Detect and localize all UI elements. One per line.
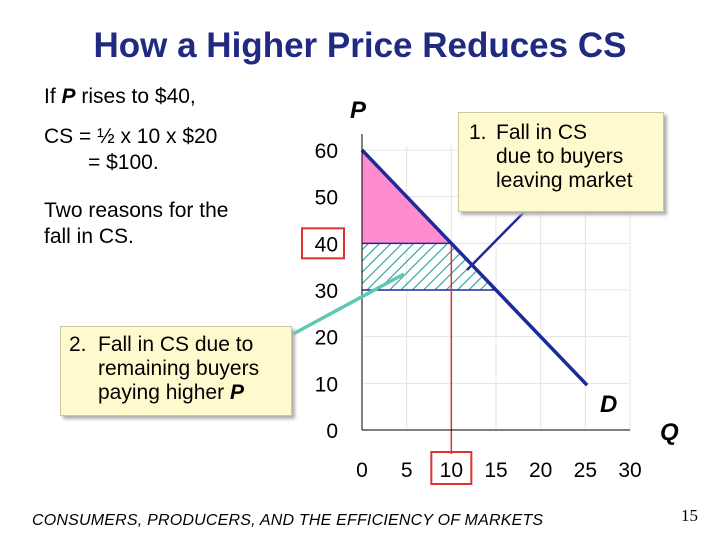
chart-layer: 0 5 10 15 20 25 30 0 10 20 30 40 50 60 P Q D xyxy=(281,97,679,485)
x-tick-label: 15 xyxy=(484,459,507,482)
callout1-pointer xyxy=(466,205,531,271)
callout-higher-price: 2. Fall in CS due to remaining buyers pa… xyxy=(60,326,292,416)
highlight-quantity-box xyxy=(430,451,473,485)
callout1-number: 1. xyxy=(469,121,487,144)
price-variable: P xyxy=(61,85,76,108)
x-tick-label: 5 xyxy=(401,459,413,482)
y-tick-label: 30 xyxy=(315,280,338,303)
callout-buyers-leaving: 1. Fall in CS due to buyers leaving mark… xyxy=(458,112,664,212)
price-rise-suffix: rises to $40, xyxy=(75,85,196,108)
lost-cs-higher-price-area xyxy=(362,243,452,290)
x-tick-label: 30 xyxy=(618,459,641,482)
x-tick-label: 0 xyxy=(356,459,368,482)
x-tick-label: 25 xyxy=(574,459,597,482)
x-tick-label: 10 xyxy=(440,459,463,482)
slide-title: How a Higher Price Reduces CS xyxy=(93,26,627,65)
callout2-line3-prefix: paying higher xyxy=(98,381,230,404)
y-tick-label: 10 xyxy=(315,373,338,396)
cs-result-line: = $100. xyxy=(88,151,159,174)
demand-label: D xyxy=(600,391,617,418)
price-rise-prefix: If xyxy=(44,85,62,108)
callout1-line3: leaving market xyxy=(496,169,633,192)
x-tick-label: 20 xyxy=(529,459,552,482)
y-tick-label: 40 xyxy=(315,233,338,256)
page-number: 15 xyxy=(681,506,698,525)
y-tick-label: 50 xyxy=(315,187,338,210)
callout2-price-variable: P xyxy=(229,381,244,404)
footer-text: CONSUMERS, PRODUCERS, AND THE EFFICIENCY… xyxy=(32,512,544,529)
callout2-line1: Fall in CS due to xyxy=(98,333,254,356)
reasons-line-1: Two reasons for the xyxy=(44,199,229,222)
highlight-price-box xyxy=(301,227,345,260)
y-tick-label: 60 xyxy=(315,140,338,163)
y-tick-label: 20 xyxy=(315,327,338,350)
price-rise-text: If P rises to $40, xyxy=(44,84,196,110)
callout2-line2: remaining buyers xyxy=(98,357,260,380)
demand-curve xyxy=(360,148,589,387)
callout1-line1: Fall in CS xyxy=(496,121,588,144)
cs-formula-line: CS = ½ x 10 x $20 xyxy=(44,125,218,148)
callout1-line2: due to buyers xyxy=(496,145,624,168)
y-tick-label: 0 xyxy=(326,420,338,443)
x-axis-label: Q xyxy=(660,419,679,446)
callout2-line3: paying higher P xyxy=(98,381,244,405)
callout2-pointer xyxy=(281,272,405,342)
y-axis-label: P xyxy=(350,97,367,124)
reasons-line-2: fall in CS. xyxy=(44,225,134,248)
callout2-number: 2. xyxy=(69,333,87,356)
